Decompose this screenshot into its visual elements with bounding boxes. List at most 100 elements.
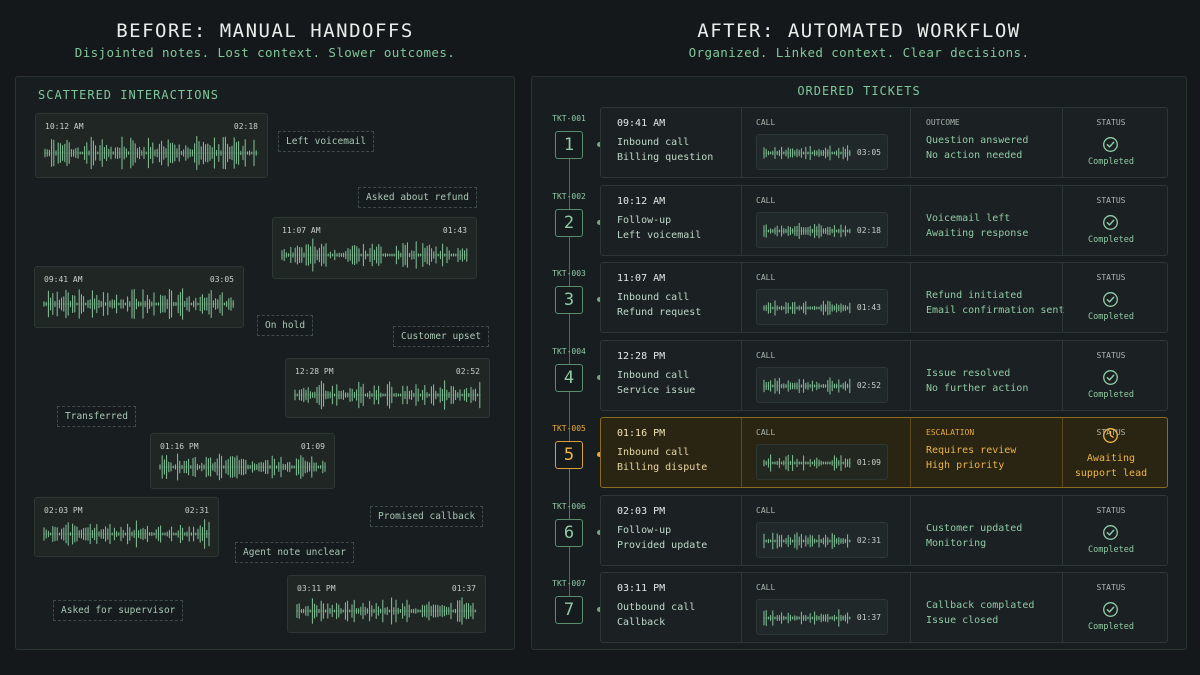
timeline-connector	[569, 546, 570, 614]
status-label: STATUS	[1096, 583, 1126, 592]
ticket-number-badge: 6	[555, 518, 583, 547]
clip-time: 12:28 PM	[295, 367, 334, 376]
waveform-icon	[281, 238, 468, 272]
clip-duration: 01:43	[442, 226, 467, 235]
ticket-time: 10:12 AM	[617, 195, 666, 207]
ticket-card[interactable]: 09:41 AM Inbound call Billing question CALL…	[600, 107, 1168, 178]
ticket-id: TKT-004	[552, 346, 586, 356]
call-duration: 01:09	[856, 458, 881, 467]
ticket-card[interactable]: 12:28 PM Inbound call Service issue CALL 02:…	[600, 339, 1168, 411]
status-text: Completed	[1087, 157, 1135, 167]
scattered-note: On hold	[257, 315, 314, 336]
waveform-icon	[763, 454, 851, 472]
timeline-dot	[597, 529, 602, 535]
outcome-secondary: Monitoring	[926, 537, 987, 549]
scattered-panel-title: SCATTERED INTERACTIONS	[38, 88, 219, 102]
outcome-secondary: Email confirmation sent	[926, 305, 1065, 316]
ticket-time: 12:28 PM	[617, 350, 666, 362]
after-subtitle: Organized. Linked context. Clear decisio…	[688, 45, 1030, 60]
audio-clip[interactable]: 09:41 AM 03:05	[34, 266, 244, 328]
status-label: STATUS	[1096, 273, 1126, 282]
waveform-icon	[763, 300, 851, 316]
check-circle-icon	[1103, 292, 1118, 307]
ticket-topic: Left voicemail	[617, 229, 702, 241]
call-recording[interactable]: 02:18	[756, 211, 888, 248]
scattered-note: Promised callback	[370, 506, 484, 527]
timeline-dot	[597, 374, 602, 380]
ticket-card[interactable]: 01:16 PM Inbound call Billing dispute CALL 0…	[600, 417, 1168, 488]
outcome-primary: Voicemail left	[926, 212, 1011, 224]
call-recording[interactable]: 03:05	[756, 134, 888, 170]
waveform-icon	[43, 288, 235, 320]
call-recording[interactable]: 01:37	[756, 599, 888, 635]
call-label: CALL	[756, 195, 776, 205]
ticket-time: 01:16 PM	[617, 428, 666, 439]
ticket-type: Follow-up	[617, 524, 672, 536]
call-recording[interactable]: 02:52	[756, 366, 888, 403]
ticket-time: 09:41 AM	[617, 118, 666, 129]
scattered-note: Left voicemail	[278, 131, 375, 152]
call-duration: 02:52	[856, 380, 881, 390]
clip-duration: 03:05	[209, 275, 234, 284]
status-text: Completed	[1087, 234, 1135, 245]
call-label: CALL	[756, 428, 776, 437]
ticket-card[interactable]: 11:07 AM Inbound call Refund request CALL 01…	[600, 262, 1168, 333]
status-label: STATUS	[1096, 195, 1126, 205]
call-duration: 01:37	[856, 613, 881, 622]
check-circle-icon	[1103, 214, 1118, 230]
audio-clip[interactable]: 10:12 AM 02:18	[35, 113, 268, 178]
outcome-primary: Requires review	[926, 445, 1017, 456]
clip-duration: 02:52	[455, 367, 480, 376]
clip-time: 01:16 PM	[160, 442, 199, 451]
ticket-type: Inbound call	[617, 137, 690, 148]
scattered-note: Asked about refund	[358, 187, 477, 208]
ticket-card[interactable]: 03:11 PM Outbound call Callback CALL 01:37 Ca…	[600, 572, 1168, 643]
ticket-time: 03:11 PM	[617, 583, 666, 594]
clip-time: 03:11 PM	[297, 584, 336, 593]
ticket-number-badge: 5	[555, 441, 583, 469]
clip-time: 10:12 AM	[45, 122, 84, 131]
call-recording[interactable]: 02:31	[756, 521, 888, 558]
waveform-icon	[44, 136, 259, 170]
check-circle-icon	[1103, 137, 1118, 152]
after-header: AFTER: AUTOMATED WORKFLOW Organized. Lin…	[531, 20, 1187, 60]
ticket-topic: Refund request	[617, 307, 702, 318]
waveform-icon	[296, 597, 477, 625]
audio-clip[interactable]: 03:11 PM 01:37	[287, 575, 486, 633]
outcome-primary: Callback complated	[926, 600, 1035, 611]
call-label: CALL	[756, 505, 776, 515]
audio-clip[interactable]: 02:03 PM 02:31	[34, 497, 219, 557]
audio-clip[interactable]: 11:07 AM 01:43	[272, 217, 477, 279]
before-title: BEFORE: MANUAL HANDOFFS	[116, 20, 414, 42]
check-circle-icon	[1103, 524, 1118, 540]
waveform-icon	[763, 222, 851, 239]
scattered-note: Agent note unclear	[235, 542, 354, 563]
outcome-secondary: High priority	[926, 460, 1005, 471]
call-recording[interactable]: 01:43	[756, 289, 888, 325]
ticket-id: TKT-005	[552, 424, 586, 433]
ticket-type: Inbound call	[617, 447, 690, 458]
timeline-connector	[569, 236, 570, 304]
outcome-primary: Refund initiated	[926, 290, 1023, 301]
waveform-icon	[43, 519, 210, 549]
ordered-panel-title: ORDERED TICKETS	[797, 84, 921, 98]
audio-clip[interactable]: 12:28 PM 02:52	[285, 358, 490, 418]
scattered-note: Customer upset	[393, 326, 490, 347]
ticket-card[interactable]: 02:03 PM Follow-up Provided update CALL 02:3…	[600, 494, 1168, 566]
status-text: Awaiting support lead	[1074, 453, 1148, 479]
outcome-secondary: No action needed	[926, 150, 1023, 161]
call-recording[interactable]: 01:09	[756, 444, 888, 480]
call-duration: 02:18	[856, 225, 881, 235]
timeline-connector	[569, 159, 570, 227]
outcome-primary: Customer updated	[926, 522, 1023, 534]
ticket-card[interactable]: 10:12 AM Follow-up Left voicemail CALL 02:18…	[600, 184, 1168, 256]
outcome-primary: Issue resolved	[926, 367, 1011, 379]
check-circle-icon	[1103, 369, 1118, 385]
audio-clip[interactable]: 01:16 PM 01:09	[150, 433, 335, 489]
clock-icon	[1103, 428, 1118, 443]
ticket-number-badge: 1	[555, 131, 583, 159]
ticket-time: 11:07 AM	[617, 273, 666, 284]
ticket-number-badge: 7	[555, 596, 583, 624]
outcome-label: ESCALATION	[926, 428, 975, 437]
ticket-topic: Billing question	[617, 152, 714, 163]
